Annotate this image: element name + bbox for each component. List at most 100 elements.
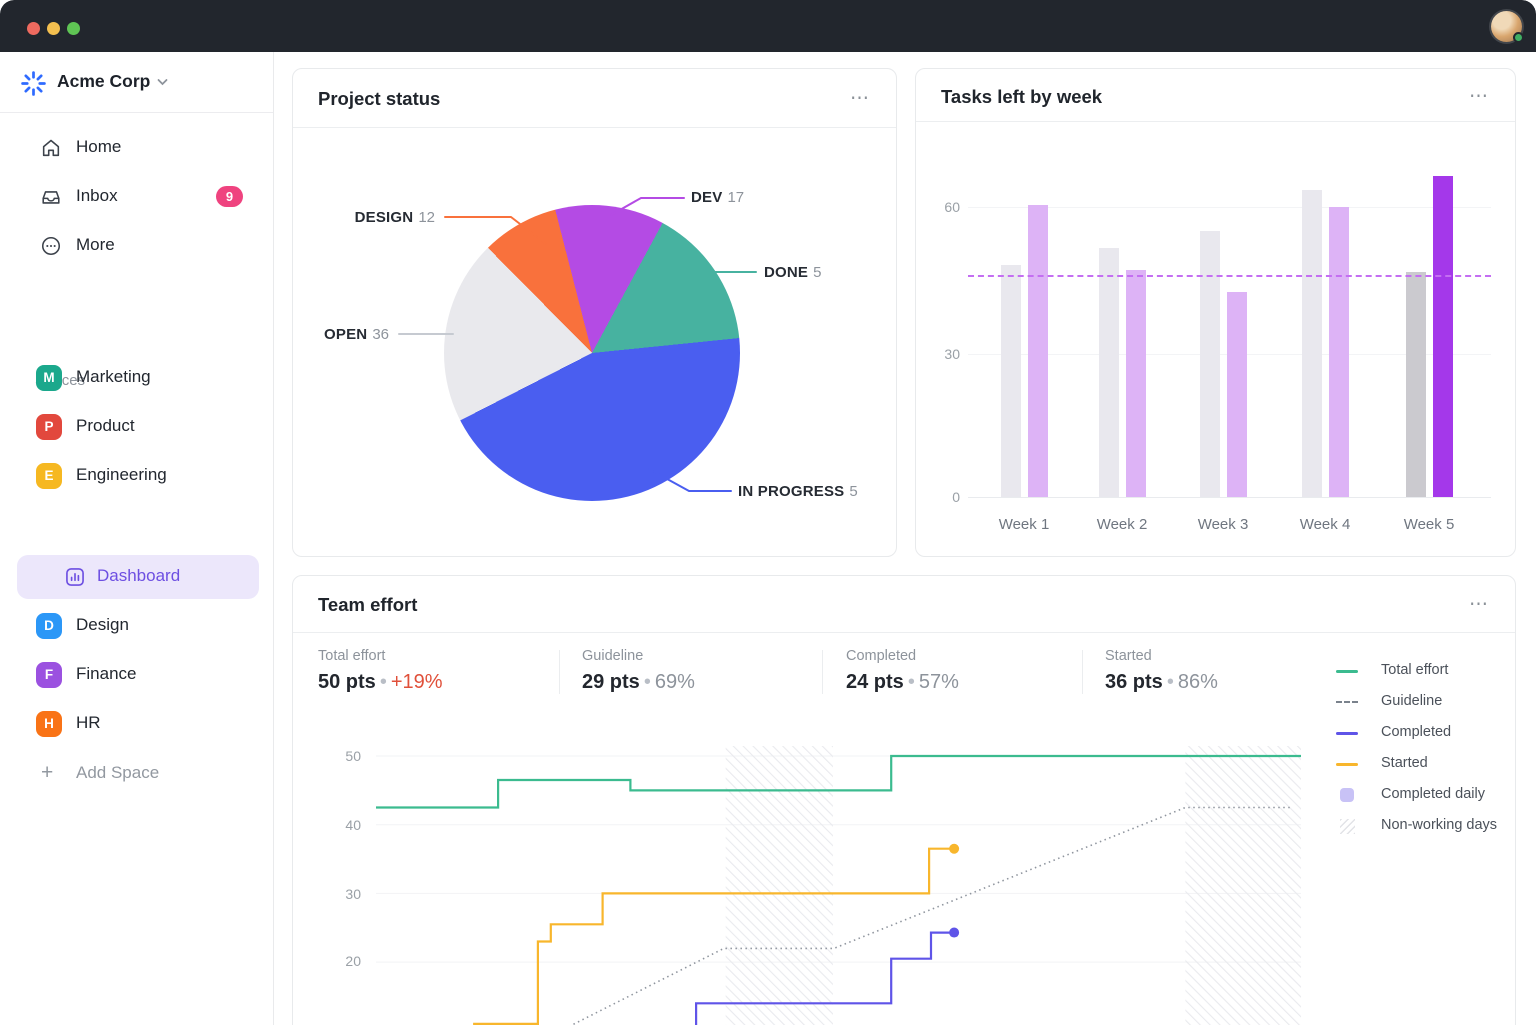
bar-remaining-gray-week-3 [1199, 231, 1220, 497]
legend-label: Completed daily [1381, 786, 1485, 802]
space-label: Finance [76, 664, 137, 683]
workspace-switcher[interactable]: Acme Corp [0, 52, 273, 113]
stat-delta: 57% [918, 671, 959, 693]
sidebar-space-product[interactable]: P Product [0, 405, 274, 449]
sidebar: Acme Corp Home Inbox 9 More Spaces M Mar… [0, 52, 274, 1025]
space-initial-icon: P [36, 414, 62, 440]
team-effort-card: Team effort ⋯ Total effort 50 pts • +19% G… [292, 575, 1516, 1025]
add-space-label: Add Space [76, 763, 160, 782]
series-started [473, 847, 955, 1025]
bar-remaining-purple-week-4 [1328, 207, 1349, 497]
series-end-dot [949, 843, 960, 854]
sidebar-space-design[interactable]: D Design [0, 604, 274, 648]
zoom-window-button[interactable] [67, 22, 80, 35]
y-axis-tick: 30 [944, 346, 960, 362]
user-avatar[interactable] [1491, 11, 1524, 43]
pie-label-done: DONE 5 [764, 264, 822, 281]
inbox-icon [42, 191, 60, 204]
x-axis-tick: Week 5 [1403, 516, 1455, 533]
sidebar-item-label: Home [76, 137, 122, 156]
series-completed [695, 931, 955, 1025]
workspace-name: Acme Corp [57, 71, 151, 91]
legend-label: Completed [1381, 724, 1452, 740]
minimize-window-button[interactable] [47, 22, 60, 35]
sidebar-item-home[interactable]: Home [0, 127, 274, 169]
space-initial-icon: F [36, 662, 62, 688]
x-axis-tick: Week 4 [1299, 516, 1351, 533]
space-label: Design [76, 615, 129, 634]
space-label: Product [76, 416, 135, 435]
workspace-logo-icon [21, 71, 46, 96]
legend-label: Total effort [1381, 662, 1449, 678]
sidebar-item-inbox[interactable]: Inbox 9 [0, 176, 274, 218]
x-axis-tick: Week 1 [998, 516, 1050, 533]
stat-delta: 86% [1177, 671, 1218, 693]
gridline-0 [968, 497, 1491, 498]
sidebar-space-hr[interactable]: H HR [0, 702, 274, 746]
bar-remaining-gray-week-5 [1405, 272, 1426, 497]
card-header: Tasks left by week ⋯ [916, 69, 1515, 122]
non-working-days-band-2 [1185, 746, 1301, 1025]
burnup-step-chart [376, 746, 1301, 1025]
hatch-swatch-icon [1340, 819, 1355, 834]
card-header: Project status ⋯ [293, 69, 896, 128]
space-label: HR [76, 713, 101, 732]
pie-label-in-progress: IN PROGRESS 5 [738, 483, 858, 500]
legend-swatch-icon [1336, 670, 1358, 673]
bar-remaining-purple-week-2 [1125, 270, 1146, 497]
bar-remaining-purple-week-3 [1226, 292, 1247, 497]
series-total-effort [376, 754, 1301, 809]
project-status-card: Project status ⋯ DEV 17 DESIGN 12 DONE 5 OP… [292, 68, 897, 557]
y-axis-tick: 20 [345, 953, 361, 969]
close-window-button[interactable] [27, 22, 40, 35]
card-title: Project status [318, 88, 441, 109]
sidebar-item-dashboard-selected[interactable]: Dashboard [17, 555, 259, 599]
legend-label: Started [1381, 755, 1428, 771]
more-ellipsis-icon [41, 236, 61, 256]
series-end-dot [949, 927, 960, 938]
space-label: Engineering [76, 465, 167, 484]
legend-label: Guideline [1381, 693, 1443, 709]
sidebar-item-more[interactable]: More [0, 225, 274, 267]
space-label: Marketing [76, 367, 151, 386]
pie-label-dev: DEV 17 [691, 189, 745, 206]
bar-remaining-gray-week-4 [1301, 190, 1322, 497]
space-initial-icon: E [36, 463, 62, 489]
tasks-left-card: Tasks left by week ⋯ 60 30 0 Week 1 Week… [915, 68, 1516, 557]
space-initial-icon: M [36, 365, 62, 391]
card-menu-button[interactable]: ⋯ [1469, 594, 1489, 615]
y-axis-tick: 0 [952, 489, 960, 505]
sidebar-item-label: More [76, 235, 115, 254]
window-titlebar [0, 0, 1536, 52]
gridline-60 [968, 207, 1491, 208]
x-axis-tick: Week 3 [1197, 516, 1249, 533]
add-space-button[interactable]: + Add Space [0, 752, 274, 794]
x-axis-tick: Week 2 [1096, 516, 1148, 533]
home-icon [42, 139, 60, 157]
bar-remaining-purple-week-5 [1432, 176, 1453, 497]
dashboard-chart-icon [66, 568, 84, 586]
stat-total-effort: Total effort 50 pts • +19% [318, 648, 443, 693]
card-menu-button[interactable]: ⋯ [1469, 86, 1489, 107]
legend-swatch-icon [1336, 763, 1358, 766]
legend-swatch-icon [1336, 732, 1358, 735]
stat-delta: +19% [390, 671, 443, 693]
stat-guideline: Guideline 29 pts • 69% [582, 648, 695, 693]
chevron-down-icon [157, 79, 168, 86]
bar-chart [916, 69, 1515, 556]
pie-label-open: OPEN 36 [324, 326, 389, 343]
space-initial-icon: H [36, 711, 62, 737]
pie-chart [444, 205, 740, 501]
inbox-unread-badge: 9 [216, 186, 243, 207]
sidebar-space-marketing[interactable]: M Marketing [0, 356, 274, 400]
sidebar-space-finance[interactable]: F Finance [0, 653, 274, 697]
card-menu-button[interactable]: ⋯ [850, 88, 870, 109]
online-status-dot [1513, 32, 1524, 43]
reference-dashed-line [968, 275, 1491, 277]
legend-swatch-icon [1336, 701, 1358, 703]
sidebar-space-engineering[interactable]: E Engineering [0, 454, 274, 498]
card-title: Tasks left by week [941, 86, 1103, 107]
stat-started: Started 36 pts • 86% [1105, 648, 1218, 693]
space-initial-icon: D [36, 613, 62, 639]
